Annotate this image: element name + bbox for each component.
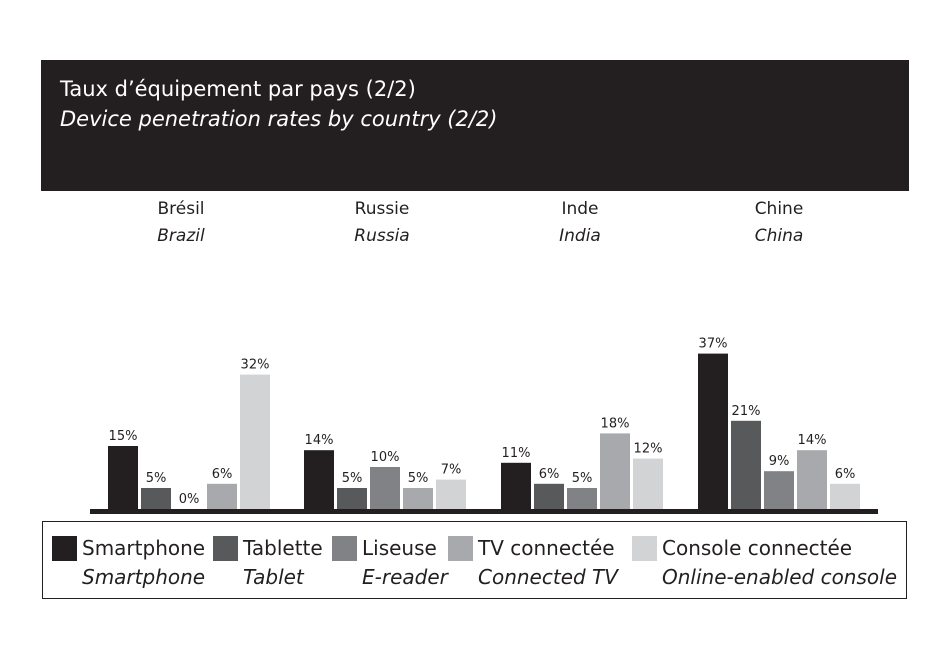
- country-label-fr-3: Chine: [755, 199, 804, 219]
- bar-value-label-2-4: 12%: [634, 442, 663, 457]
- bar-value-label-2-3: 18%: [601, 416, 630, 431]
- legend-swatch: [632, 535, 657, 561]
- legend-label-fr: Liseuse: [362, 536, 437, 560]
- country-label-en-3: China: [755, 226, 804, 246]
- bar-2-2: [567, 488, 597, 509]
- bar-value-label-0-4: 32%: [241, 358, 270, 373]
- bar-2-4: [633, 458, 663, 509]
- bar-value-label-3-2: 9%: [769, 454, 790, 469]
- bar-0-1: [141, 488, 171, 509]
- bar-value-label-3-0: 37%: [699, 337, 728, 352]
- bar-value-label-2-1: 6%: [539, 467, 560, 482]
- bar-0-3: [207, 483, 237, 509]
- bar-value-label-3-3: 14%: [798, 433, 827, 448]
- bar-3-3: [797, 450, 827, 509]
- legend-label-en: Tablet: [243, 565, 304, 589]
- legend-label-fr: Tablette: [243, 536, 323, 560]
- bar-value-label-0-1: 5%: [146, 471, 167, 486]
- bar-0-4: [240, 374, 270, 509]
- bar-value-label-0-2: 0%: [179, 492, 200, 507]
- legend-row: TV connectée: [448, 534, 618, 562]
- legend-swatch: [448, 535, 473, 561]
- legend-row: Liseuse: [332, 534, 448, 562]
- bar-1-4: [436, 479, 466, 509]
- legend: Smartphone Smartphone Tablette Tablet Liseus…: [42, 521, 907, 599]
- bar-chart: Brésil Brazil 15% 5% 0% 6% 32% Russie Russia 14% 5…: [90, 199, 878, 514]
- bar-1-1: [337, 488, 367, 509]
- legend-label-en: Online-enabled console: [662, 565, 897, 589]
- legend-label-fr: TV connectée: [478, 536, 615, 560]
- legend-label-en: Smartphone: [82, 565, 206, 589]
- legend-item-3: TV connectée Connected TV: [448, 534, 618, 592]
- legend-row: Console connectée: [632, 534, 897, 562]
- country-label-fr-0: Brésil: [157, 199, 204, 219]
- bar-value-label-1-1: 5%: [342, 471, 363, 486]
- legend-swatch: [52, 535, 77, 561]
- bar-1-3: [403, 488, 433, 509]
- bar-0-0: [108, 446, 138, 509]
- bar-2-1: [534, 483, 564, 509]
- legend-swatch: [213, 535, 238, 561]
- bar-value-label-2-2: 5%: [572, 471, 593, 486]
- legend-row: Smartphone: [52, 534, 205, 562]
- legend-label-en: E-reader: [362, 565, 448, 589]
- bar-2-3: [600, 433, 630, 509]
- bar-3-4: [830, 483, 860, 509]
- country-label-fr-2: Inde: [561, 199, 598, 219]
- legend-item-1: Tablette Tablet: [213, 534, 323, 592]
- bar-3-1: [731, 420, 761, 509]
- bar-value-label-0-0: 15%: [109, 429, 138, 444]
- legend-label-en: Connected TV: [478, 565, 618, 589]
- country-label-en-1: Russia: [354, 226, 409, 246]
- legend-label-fr: Smartphone: [82, 536, 206, 560]
- chart-title-en: Device penetration rates by country (2/2…: [60, 107, 498, 131]
- bar-2-0: [501, 462, 531, 509]
- bar-value-label-1-4: 7%: [441, 463, 462, 478]
- bar-value-label-0-3: 6%: [212, 467, 233, 482]
- bar-3-2: [764, 471, 794, 509]
- bar-3-0: [698, 353, 728, 509]
- bar-value-label-1-3: 5%: [408, 471, 429, 486]
- legend-item-4: Console connectée Online-enabled console: [632, 534, 897, 592]
- bar-value-label-3-1: 21%: [732, 404, 761, 419]
- country-label-en-0: Brazil: [157, 226, 205, 246]
- chart-header: Taux d’équipement par pays (2/2) Device …: [41, 60, 909, 191]
- legend-row: Tablette: [213, 534, 323, 562]
- bar-1-2: [370, 467, 400, 509]
- x-axis-baseline: [90, 509, 878, 514]
- legend-item-2: Liseuse E-reader: [332, 534, 448, 592]
- legend-swatch: [332, 535, 357, 561]
- country-label-fr-1: Russie: [355, 199, 410, 219]
- bar-value-label-1-0: 14%: [305, 433, 334, 448]
- legend-item-0: Smartphone Smartphone: [52, 534, 205, 592]
- bar-value-label-1-2: 10%: [371, 450, 400, 465]
- chart-title-fr: Taux d’équipement par pays (2/2): [60, 77, 416, 101]
- bar-value-label-2-0: 11%: [502, 446, 531, 461]
- country-label-en-2: India: [559, 226, 601, 246]
- legend-label-fr: Console connectée: [662, 536, 853, 560]
- bar-1-0: [304, 450, 334, 509]
- bar-value-label-3-4: 6%: [835, 467, 856, 482]
